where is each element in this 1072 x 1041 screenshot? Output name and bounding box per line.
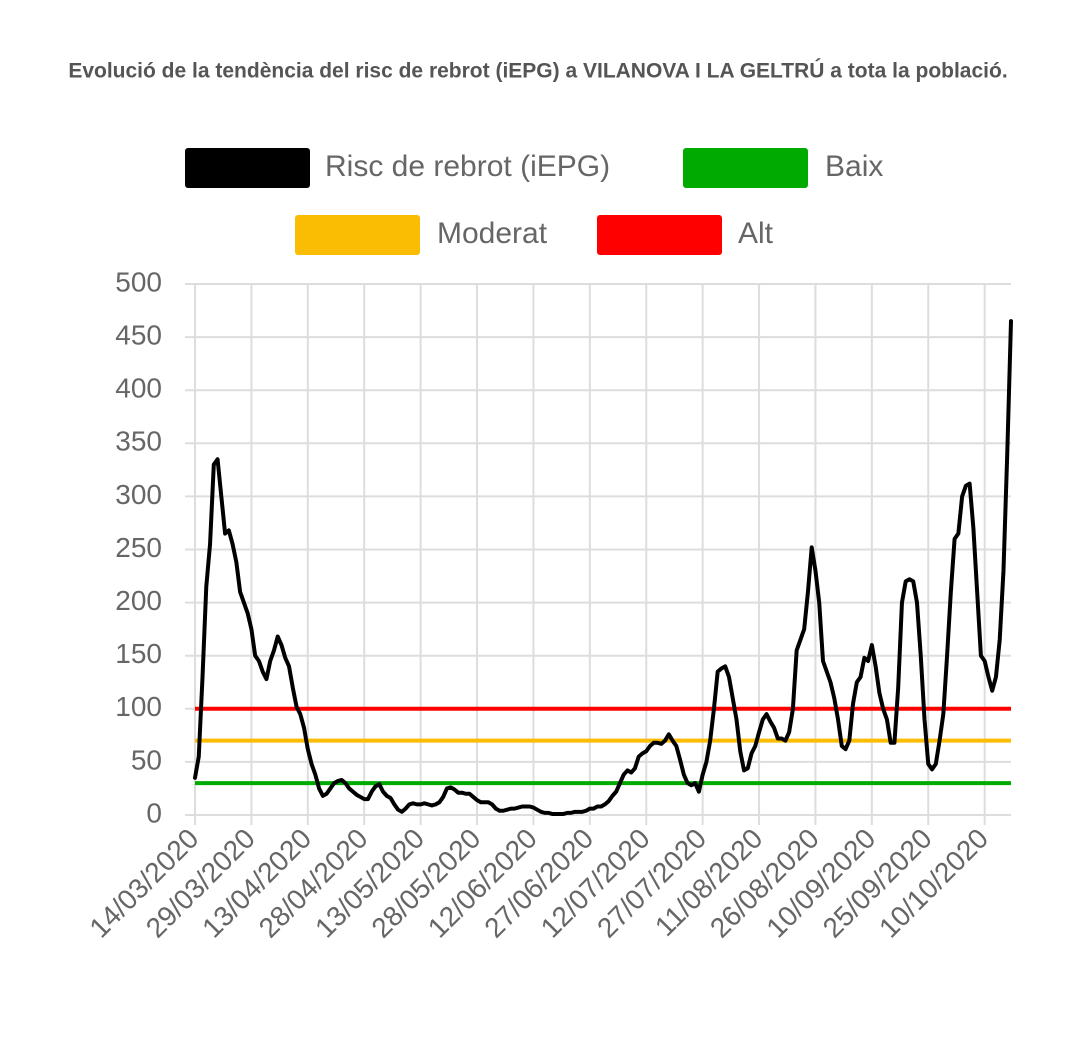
legend-swatch xyxy=(683,148,808,188)
y-tick-label: 50 xyxy=(131,744,162,775)
legend-label: Alt xyxy=(738,217,774,250)
legend-label: Moderat xyxy=(437,217,548,250)
y-tick-label: 100 xyxy=(115,691,162,722)
legend-swatch xyxy=(185,148,310,188)
legend-label: Risc de rebrot (iEPG) xyxy=(325,150,610,183)
legend-swatch xyxy=(295,215,420,255)
y-tick-label: 250 xyxy=(115,532,162,563)
data-line xyxy=(193,319,1013,816)
y-tick-label: 150 xyxy=(115,638,162,669)
y-tick-label: 450 xyxy=(115,319,162,350)
chart-title: Evolució de la tendència del risc de reb… xyxy=(68,59,1007,83)
y-tick-label: 400 xyxy=(115,373,162,404)
y-tick-label: 350 xyxy=(115,426,162,457)
y-tick-label: 200 xyxy=(115,585,162,616)
y-tick-label: 0 xyxy=(146,797,162,828)
y-tick-label: 500 xyxy=(115,266,162,297)
legend-label: Baix xyxy=(825,150,883,183)
y-tick-label: 300 xyxy=(115,479,162,510)
legend-swatch xyxy=(597,215,722,255)
